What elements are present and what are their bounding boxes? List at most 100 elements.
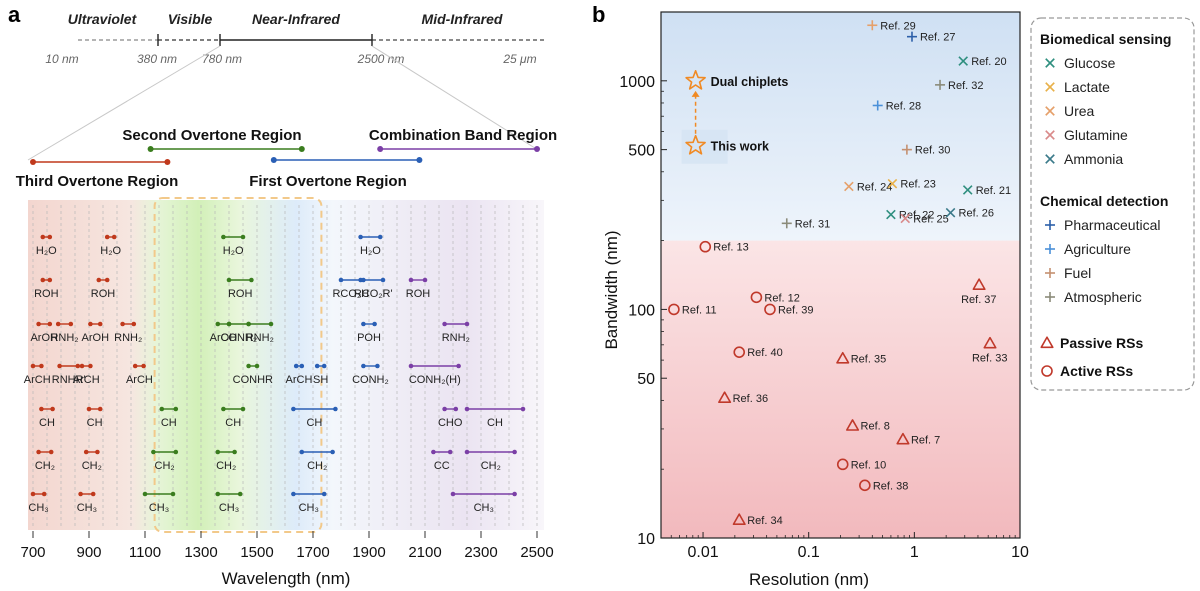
bond-ch: CH — [87, 406, 103, 429]
bond-range-end — [68, 321, 74, 327]
plot-region-high-bandwidth — [661, 12, 1020, 241]
star-marker — [685, 134, 706, 155]
data-point-label: Ref. 20 — [971, 56, 1006, 68]
bond-range-end — [321, 363, 327, 369]
bond-label: ROH — [91, 288, 116, 300]
bond-label: CH₂ — [82, 460, 102, 472]
legend-item: Urea — [1045, 103, 1095, 119]
bond-ch: CH₃ — [291, 491, 327, 514]
marker-d2 — [1045, 154, 1055, 164]
y-tick-label: 50 — [637, 371, 655, 388]
bond-range-end — [447, 449, 453, 455]
bond-range-start — [221, 234, 226, 240]
data-point-label: Ref. 7 — [911, 434, 940, 446]
y-tick-label: 100 — [628, 302, 655, 319]
bond-label: RNH₂ — [50, 332, 78, 344]
data-point: Ref. 12 — [750, 291, 800, 304]
marker-d2 — [887, 178, 898, 189]
bond-range-end — [453, 406, 459, 412]
bond-range-end — [464, 321, 470, 327]
legend-group-title: Biomedical sensing — [1040, 31, 1171, 47]
bond-range-end — [47, 277, 53, 283]
bond-ch: CH₃ — [215, 491, 243, 514]
legend-marker — [1045, 154, 1055, 164]
wavelength-tick-label: 700 — [20, 544, 45, 561]
bond-rcoh: RCO₂H — [332, 277, 369, 300]
bond-ho: H₂O — [36, 234, 57, 257]
legend-marker — [1045, 106, 1055, 116]
data-point: Ref. 21 — [962, 185, 1011, 197]
data-point-label: Ref. 28 — [886, 100, 921, 112]
bond-ch: CH₃ — [142, 491, 176, 514]
data-point-marker — [845, 419, 860, 431]
bond-range-end — [512, 491, 517, 497]
bond-rnh: RNH₂ — [114, 321, 142, 344]
data-point: Ref. 38 — [859, 479, 908, 492]
bond-range-end — [422, 277, 428, 283]
data-point-marker — [945, 207, 956, 218]
bond-range-end — [173, 449, 179, 455]
panel-b-letter: b — [592, 2, 605, 27]
bond-label: ArOH — [30, 332, 58, 344]
bond-range-start — [40, 234, 46, 240]
legend-marker — [1045, 130, 1055, 140]
bond-label: CC — [434, 460, 450, 472]
data-point-marker — [836, 351, 850, 364]
legend-label: Glucose — [1064, 55, 1116, 71]
data-point-label: Ref. 31 — [795, 218, 830, 230]
bond-arch: ArCH — [73, 363, 100, 386]
bond-range-end — [372, 321, 377, 327]
bond-label: SH — [313, 374, 328, 386]
bond-range-start — [314, 363, 320, 369]
bond-label: CH₃ — [474, 502, 494, 514]
data-point-marker — [900, 213, 911, 224]
wavelength-tick-label: 1900 — [352, 544, 385, 561]
band-ultraviolet: Ultraviolet — [68, 11, 138, 27]
region-bar-start — [30, 159, 36, 165]
bond-ho: H₂O — [100, 234, 122, 257]
bond-range-end — [380, 277, 386, 283]
region-label: Second Overtone Region — [122, 127, 301, 144]
data-point-label: Ref. 24 — [857, 181, 892, 193]
bond-arch: ArCH — [24, 363, 51, 386]
bond-ho: H₂O — [358, 234, 383, 257]
bond-label: CH₂ — [155, 460, 175, 472]
bond-range-start — [299, 449, 305, 455]
bond-label: CONH₂(H) — [409, 374, 461, 386]
bond-label: CH₃ — [299, 502, 319, 514]
bond-range-start — [361, 277, 366, 283]
bond-label: CH — [87, 417, 103, 429]
bond-ch: CH₂ — [299, 449, 335, 472]
bond-range-start — [291, 406, 296, 412]
bond-conh: CONH₂ — [352, 363, 389, 386]
highlight-point: Dual chiplets — [685, 70, 788, 90]
bond-label: RNH₂ — [114, 332, 142, 344]
data-point: Ref. 33 — [972, 336, 1007, 364]
bond-range-end — [330, 449, 335, 455]
bond-label: ROH — [228, 288, 253, 300]
marker-d2 — [1045, 82, 1055, 92]
bond-conhh: CONH₂(H) — [408, 363, 461, 386]
y-axis-label: Bandwidth (nm) — [602, 230, 621, 349]
bond-range-end — [333, 406, 338, 412]
data-point: Ref. 37 — [961, 278, 997, 306]
bond-rnh: RNH₂ — [442, 321, 470, 344]
legend-marker — [1045, 82, 1055, 92]
bond-range-end — [321, 491, 327, 497]
bond-range-start — [361, 363, 366, 369]
legend-item: Atmospheric — [1045, 289, 1142, 305]
bond-range-end — [48, 449, 54, 455]
region-bars: Second Overtone Region Combination Band R… — [16, 127, 557, 190]
data-point-label: Ref. 25 — [913, 213, 948, 225]
legend-label: Pharmaceutical — [1064, 217, 1161, 233]
bond-label: ROH — [34, 288, 59, 300]
bond-range-end — [512, 449, 517, 455]
highlight-point: This work — [685, 134, 769, 155]
bond-label: ArCH — [24, 374, 51, 386]
data-point-marker — [906, 31, 917, 42]
bond-rnh: RNH₂ — [246, 321, 274, 344]
bond-range-start — [226, 321, 232, 327]
region-label: First Overtone Region — [249, 173, 407, 190]
bond-range-end — [377, 234, 383, 240]
